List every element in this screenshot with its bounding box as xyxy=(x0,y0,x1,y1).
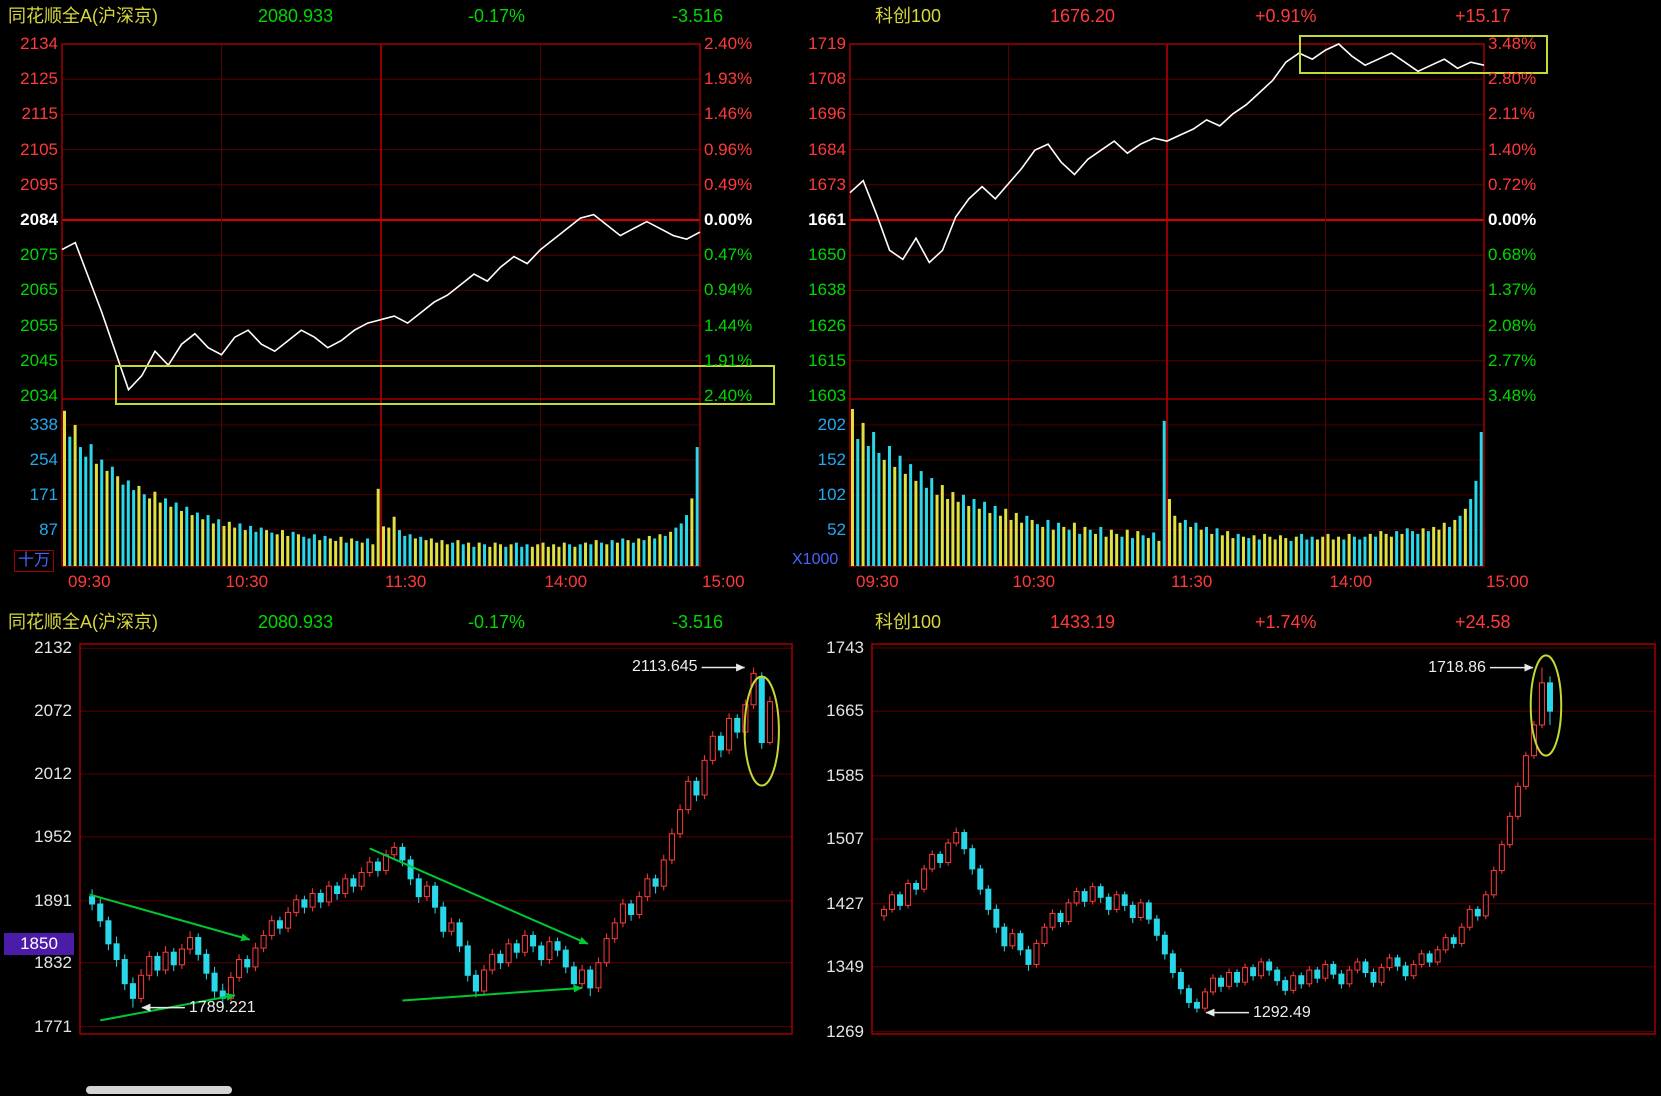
bl-ellipse-annotation[interactable] xyxy=(743,675,780,787)
bl-trendline-annotation[interactable] xyxy=(89,893,251,942)
br-candlestick-series xyxy=(881,667,1553,1013)
tr-plot-border xyxy=(849,43,1485,567)
bl-trendline-annotation[interactable] xyxy=(369,847,589,945)
instrument-name[interactable]: 同花顺全A(沪深京) xyxy=(8,612,158,632)
change-value: +24.58 xyxy=(1455,612,1511,632)
change-percent: -0.17% xyxy=(468,6,526,26)
last-price: 2080.933 xyxy=(258,612,334,632)
change-percent: -0.17% xyxy=(468,612,526,632)
bl-kline-panel xyxy=(79,643,793,1035)
tr-price-line xyxy=(849,43,1485,264)
tl-highlight-annotation[interactable] xyxy=(115,365,775,405)
h-scrollbar-thumb[interactable] xyxy=(86,1086,232,1094)
last-price: 2080.933 xyxy=(258,6,334,26)
change-percent: +1.74% xyxy=(1255,612,1317,632)
tr-volume-bars xyxy=(851,408,1483,566)
tl-intraday-panel xyxy=(61,43,775,567)
change-percent: +0.91% xyxy=(1255,6,1317,26)
tl-plot-border xyxy=(61,43,701,567)
instrument-name[interactable]: 科创100 xyxy=(875,6,942,26)
last-price: 1676.20 xyxy=(1050,6,1116,26)
change-value: +15.17 xyxy=(1455,6,1511,26)
bl-trendline-annotation[interactable] xyxy=(402,984,583,1002)
tl-volume-bars xyxy=(63,410,699,566)
last-price: 1433.19 xyxy=(1050,612,1116,632)
change-value: -3.516 xyxy=(672,612,724,632)
instrument-name[interactable]: 同花顺全A(沪深京) xyxy=(8,6,158,26)
tr-intraday-panel xyxy=(849,35,1548,567)
change-value: -3.516 xyxy=(672,6,724,26)
bl-candlestick-series xyxy=(89,667,773,1008)
bl-plot-border xyxy=(79,643,793,1035)
tr-highlight-annotation[interactable] xyxy=(1299,35,1548,74)
br-ellipse-annotation[interactable] xyxy=(1529,654,1563,757)
br-kline-panel xyxy=(871,643,1656,1035)
instrument-name[interactable]: 科创100 xyxy=(875,612,942,632)
br-plot-border xyxy=(871,643,1656,1035)
